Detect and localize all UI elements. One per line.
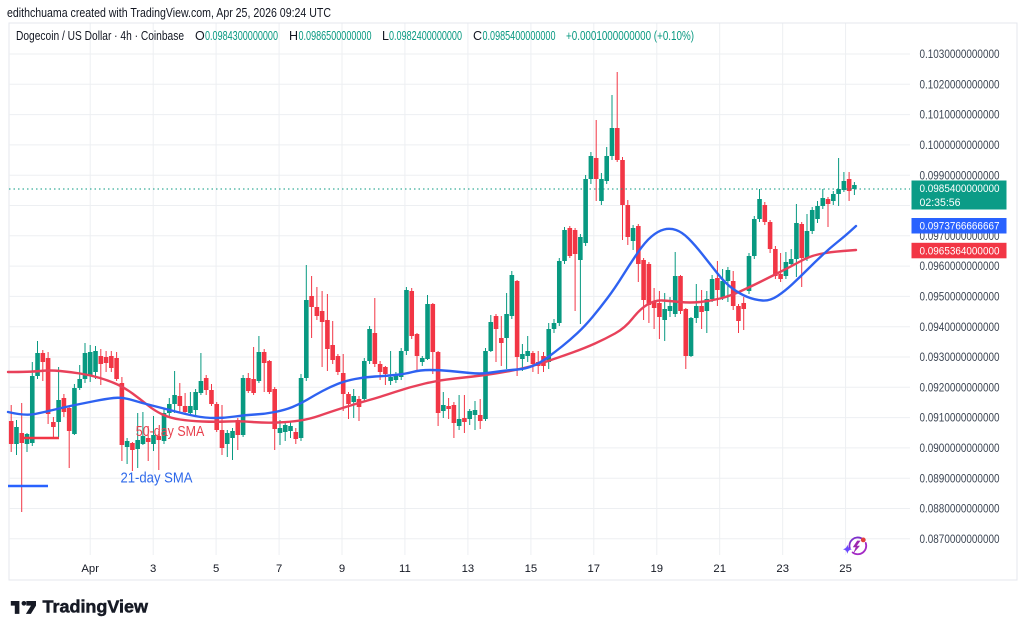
svg-text:0.0985400000000: 0.0985400000000 — [483, 29, 556, 43]
svg-text:21-day SMA: 21-day SMA — [121, 471, 193, 487]
svg-text:0.1000000000000: 0.1000000000000 — [920, 140, 1000, 152]
svg-text:C: C — [473, 29, 482, 43]
svg-text:19: 19 — [651, 563, 664, 575]
svg-text:Dogecoin / US Dollar · 4h · Co: Dogecoin / US Dollar · 4h · Coinbase — [16, 29, 184, 43]
svg-text:0.0880000000000: 0.0880000000000 — [920, 504, 1000, 516]
svg-text:0.0950000000000: 0.0950000000000 — [920, 292, 1000, 304]
svg-text:15: 15 — [525, 563, 538, 575]
svg-text:0.0960000000000: 0.0960000000000 — [920, 261, 1000, 273]
svg-text:0.0910000000000: 0.0910000000000 — [920, 413, 1000, 425]
svg-text:0.0870000000000: 0.0870000000000 — [920, 534, 1000, 546]
svg-text:L: L — [382, 29, 389, 43]
svg-text:H: H — [289, 29, 298, 43]
svg-text:+0.0001000000000 (+0.10%): +0.0001000000000 (+0.10%) — [566, 29, 694, 43]
svg-text:50-day SMA: 50-day SMA — [136, 424, 205, 440]
svg-text:0.0982400000000: 0.0982400000000 — [389, 29, 462, 43]
svg-text:0.0984300000000: 0.0984300000000 — [205, 29, 278, 43]
svg-text:21: 21 — [713, 563, 726, 575]
svg-text:23: 23 — [776, 563, 789, 575]
svg-text:25: 25 — [839, 563, 852, 575]
svg-text:0.0973766666667: 0.0973766666667 — [920, 221, 1000, 233]
svg-text:0.1020000000000: 0.1020000000000 — [920, 79, 1000, 91]
svg-text:11: 11 — [399, 563, 411, 575]
svg-text:0.0990000000000: 0.0990000000000 — [920, 170, 1000, 182]
svg-text:0.0920000000000: 0.0920000000000 — [920, 382, 1000, 394]
svg-text:0.0965364000000: 0.0965364000000 — [920, 245, 1000, 257]
svg-text:0.0970000000000: 0.0970000000000 — [920, 231, 1000, 243]
svg-text:0.0985400000000: 0.0985400000000 — [920, 183, 1000, 195]
svg-text:9: 9 — [339, 563, 345, 575]
svg-text:17: 17 — [588, 563, 601, 575]
svg-text:13: 13 — [462, 563, 475, 575]
svg-text:Apr: Apr — [81, 563, 99, 575]
svg-text:edithchuama created with Tradi: edithchuama created with TradingView.com… — [7, 6, 331, 20]
svg-text:0.0986500000000: 0.0986500000000 — [299, 29, 372, 43]
svg-text:0.0940000000000: 0.0940000000000 — [920, 322, 1000, 334]
svg-text:3: 3 — [150, 563, 156, 575]
svg-text:02:35:56: 02:35:56 — [920, 197, 961, 209]
svg-text:0.0890000000000: 0.0890000000000 — [920, 473, 1000, 485]
svg-text:0.1030000000000: 0.1030000000000 — [920, 49, 1000, 61]
svg-text:7: 7 — [276, 563, 282, 575]
svg-text:0.1010000000000: 0.1010000000000 — [920, 110, 1000, 122]
svg-text:0.0900000000000: 0.0900000000000 — [920, 443, 1000, 455]
svg-text:TradingView: TradingView — [43, 597, 149, 617]
svg-text:O: O — [195, 29, 205, 43]
svg-text:5: 5 — [213, 563, 219, 575]
svg-text:0.0930000000000: 0.0930000000000 — [920, 352, 1000, 364]
